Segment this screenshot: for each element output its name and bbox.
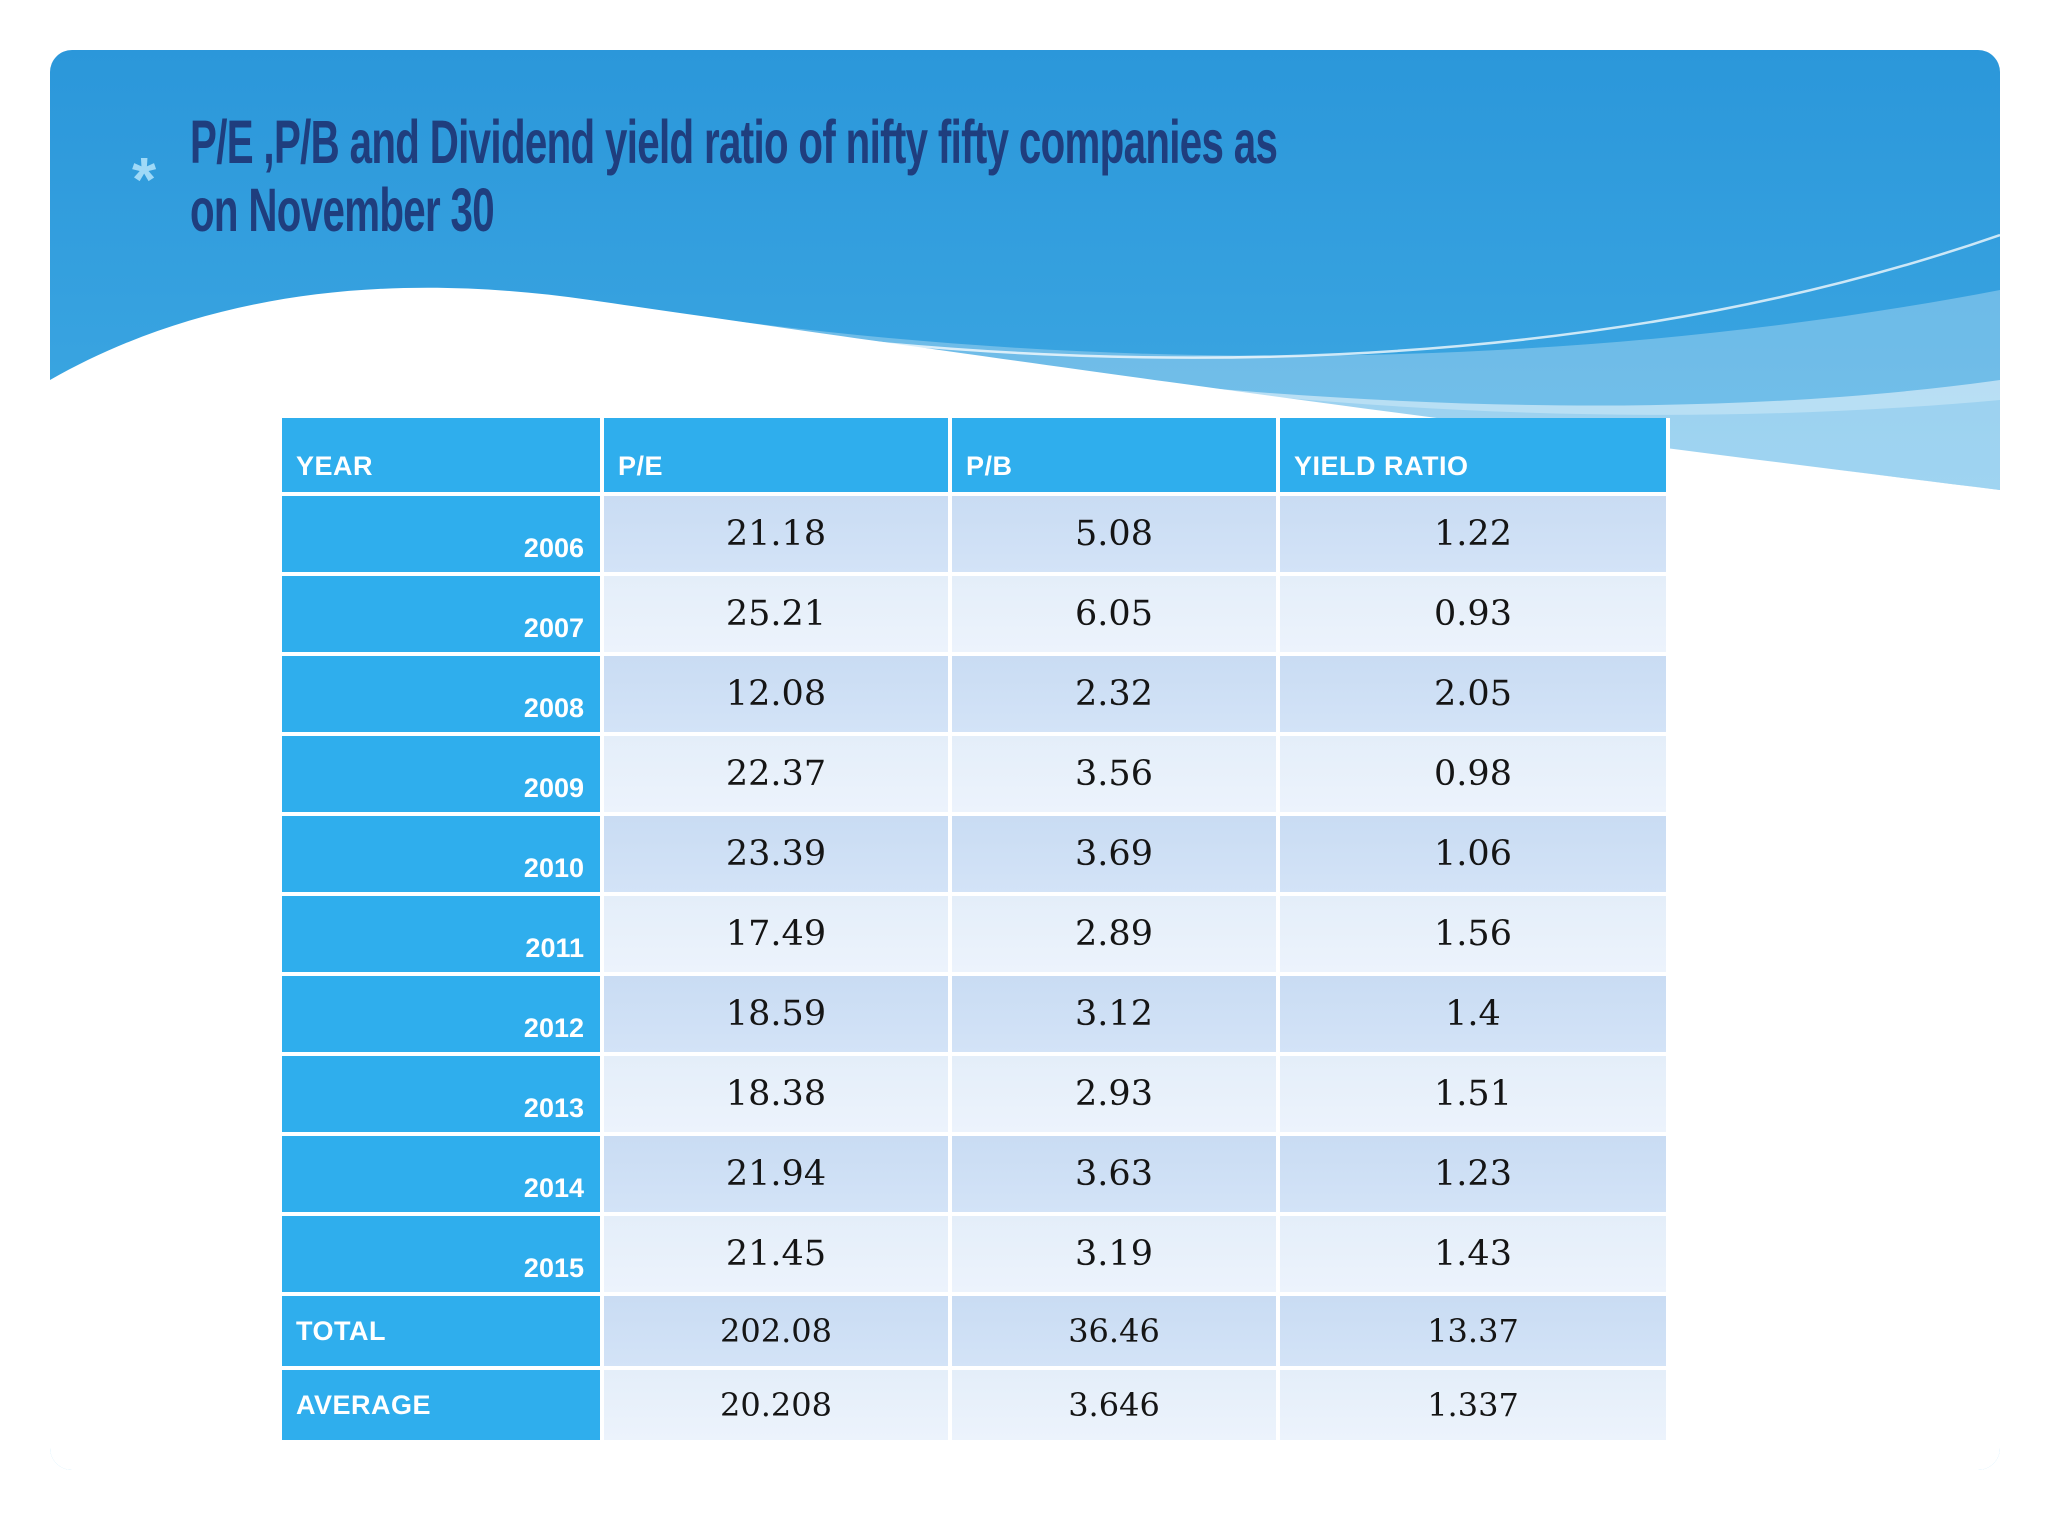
table-year-cell: 2010 xyxy=(282,816,600,892)
table-value-cell: 2.32 xyxy=(952,656,1276,732)
table-value-cell: 18.38 xyxy=(604,1056,948,1132)
table-value-cell: 6.05 xyxy=(952,576,1276,652)
table-summary-label-cell: TOTAL xyxy=(282,1296,600,1366)
slide-title-line-1: P/E ,P/B and Dividend yield ratio of nif… xyxy=(190,108,1278,176)
table-value-cell: 18.59 xyxy=(604,976,948,1052)
table-summary-value-cell: 3.646 xyxy=(952,1370,1276,1440)
table-year-cell: 2012 xyxy=(282,976,600,1052)
table-value-cell: 1.56 xyxy=(1280,896,1666,972)
slide-background: * P/E ,P/B and Dividend yield ratio of n… xyxy=(50,50,2000,1470)
table-year-cell: 2014 xyxy=(282,1136,600,1212)
table-summary-value-cell: 1.337 xyxy=(1280,1370,1666,1440)
table-summary-label-cell: AVERAGE xyxy=(282,1370,600,1440)
table-value-cell: 5.08 xyxy=(952,496,1276,572)
table-value-cell: 25.21 xyxy=(604,576,948,652)
table-value-cell: 1.06 xyxy=(1280,816,1666,892)
table-year-cell: 2007 xyxy=(282,576,600,652)
table-value-cell: 1.22 xyxy=(1280,496,1666,572)
table-year-cell: 2008 xyxy=(282,656,600,732)
table-summary-value-cell: 36.46 xyxy=(952,1296,1276,1366)
table-header-cell: YEAR xyxy=(282,418,600,492)
table-summary-value-cell: 20.208 xyxy=(604,1370,948,1440)
table-value-cell: 21.45 xyxy=(604,1216,948,1292)
table-value-cell: 1.4 xyxy=(1280,976,1666,1052)
table-value-cell: 3.19 xyxy=(952,1216,1276,1292)
table-header-cell: YIELD RATIO xyxy=(1280,418,1666,492)
table-value-cell: 1.43 xyxy=(1280,1216,1666,1292)
table-header-cell: P/E xyxy=(604,418,948,492)
table-year-cell: 2015 xyxy=(282,1216,600,1292)
table-year-cell: 2013 xyxy=(282,1056,600,1132)
table-value-cell: 2.93 xyxy=(952,1056,1276,1132)
table-summary-value-cell: 202.08 xyxy=(604,1296,948,1366)
table-value-cell: 12.08 xyxy=(604,656,948,732)
table-value-cell: 0.98 xyxy=(1280,736,1666,812)
bullet-asterisk-icon: * xyxy=(132,146,157,215)
table-value-cell: 22.37 xyxy=(604,736,948,812)
table-value-cell: 1.23 xyxy=(1280,1136,1666,1212)
table-value-cell: 3.63 xyxy=(952,1136,1276,1212)
table-year-cell: 2011 xyxy=(282,896,600,972)
table-value-cell: 17.49 xyxy=(604,896,948,972)
slide-title-line-2: on November 30 xyxy=(190,176,495,244)
table-value-cell: 3.12 xyxy=(952,976,1276,1052)
table-year-cell: 2006 xyxy=(282,496,600,572)
table-value-cell: 1.51 xyxy=(1280,1056,1666,1132)
table-value-cell: 21.94 xyxy=(604,1136,948,1212)
table-value-cell: 2.05 xyxy=(1280,656,1666,732)
table-year-cell: 2009 xyxy=(282,736,600,812)
slide-title: P/E ,P/B and Dividend yield ratio of nif… xyxy=(190,108,1690,244)
table-value-cell: 0.93 xyxy=(1280,576,1666,652)
data-table: YEAR P/E P/B YIELD RATIO 2006 21.18 5.08 1.22 20… xyxy=(278,418,1670,1444)
table-value-cell: 21.18 xyxy=(604,496,948,572)
table-header-cell: P/B xyxy=(952,418,1276,492)
table-value-cell: 3.56 xyxy=(952,736,1276,812)
table-value-cell: 3.69 xyxy=(952,816,1276,892)
table-value-cell: 2.89 xyxy=(952,896,1276,972)
table-summary-value-cell: 13.37 xyxy=(1280,1296,1666,1366)
table-value-cell: 23.39 xyxy=(604,816,948,892)
